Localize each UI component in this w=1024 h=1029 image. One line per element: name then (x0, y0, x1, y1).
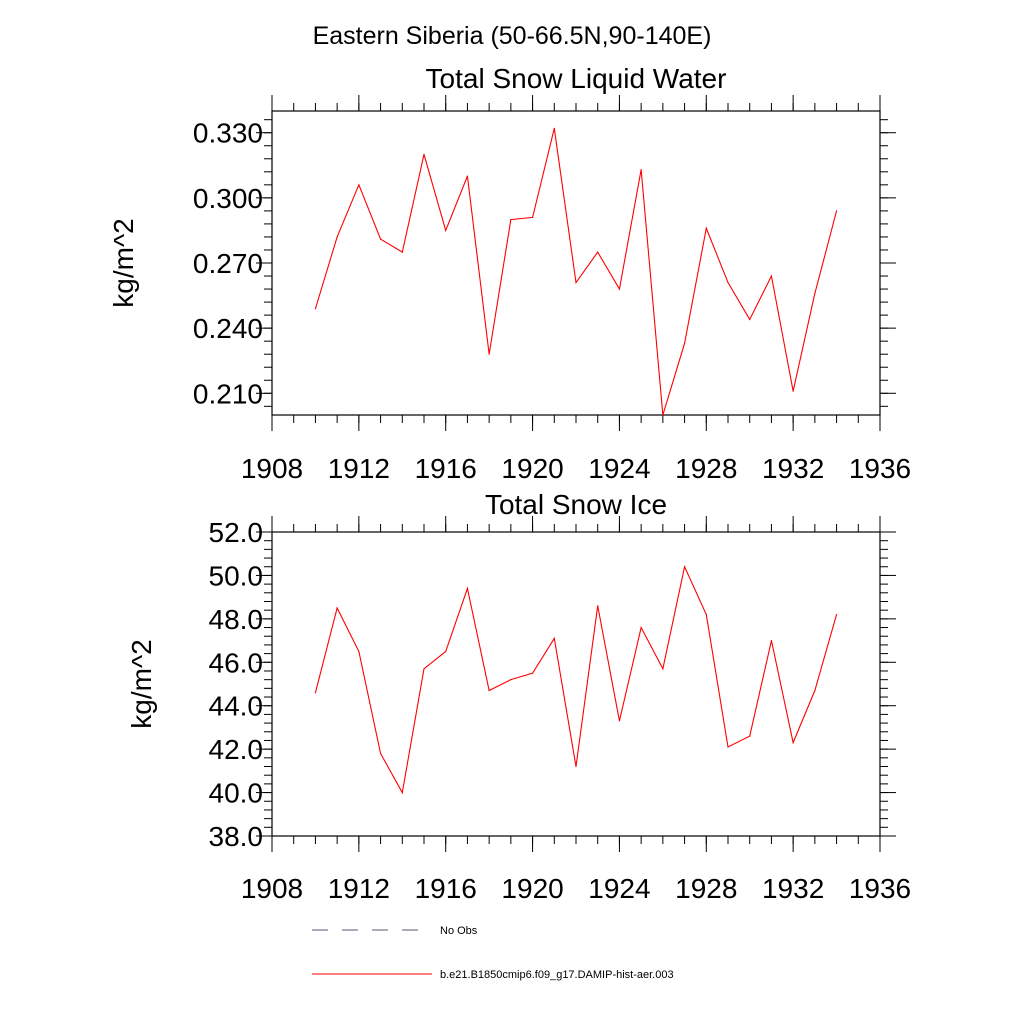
x-tick-label: 1932 (762, 873, 824, 904)
data-point (553, 127, 555, 129)
legend-label: b.e21.B1850cmip6.f09_g17.DAMIP-hist-aer.… (440, 969, 674, 981)
y-tick-label: 0.240 (193, 313, 263, 344)
chart-panel-2: Total Snow Ice 38.0 40.0 42.0 44.0 46.0 48.0 50… (126, 489, 911, 904)
chart-title: Total Snow Ice (485, 489, 667, 520)
y-tick-label: 0.210 (193, 378, 263, 409)
y-axis-label: kg/m^2 (126, 639, 157, 728)
data-point (445, 650, 447, 653)
chart-title: Total Snow Liquid Water (426, 63, 727, 94)
y-tick-label: 0.300 (193, 183, 263, 214)
data-point (835, 613, 838, 616)
data-point (358, 650, 360, 653)
x-tick-label: 1932 (762, 453, 824, 484)
data-point (553, 637, 555, 640)
y-tick-label: 46.0 (209, 647, 264, 678)
data-point (379, 238, 382, 240)
data-point (835, 210, 838, 212)
y-tick-label: 0.330 (193, 118, 263, 149)
y-axis-label: kg/m^2 (108, 218, 139, 307)
chart-panel-1: Total Snow Liquid Water 0.210 0.240 0.270 0.… (108, 63, 911, 484)
data-point (640, 626, 642, 629)
x-tick-label: 1936 (849, 453, 911, 484)
data-point (749, 735, 751, 737)
data-point (488, 353, 490, 355)
data-point (727, 281, 729, 284)
data-point (640, 169, 642, 171)
data-point (770, 275, 773, 277)
x-tick-label: 1928 (675, 873, 737, 904)
data-point (531, 672, 534, 674)
data-point (770, 639, 773, 642)
panels: Total Snow Liquid Water 0.210 0.240 0.270 0.… (108, 63, 911, 904)
data-point (618, 288, 621, 290)
data-point (792, 390, 794, 392)
data-point (466, 175, 469, 177)
y-tick-label: 0.270 (193, 248, 263, 279)
data-point (314, 692, 317, 694)
data-point (314, 308, 317, 310)
data-point (792, 742, 794, 744)
series-line (314, 128, 838, 416)
x-tick-label: 1924 (588, 873, 650, 904)
data-point (445, 229, 447, 232)
data-point (705, 227, 707, 229)
y-tick-label: 48.0 (209, 604, 264, 635)
legend: No Obs b.e21.B1850cmip6.f09_g17.DAMIP-his… (312, 925, 674, 981)
data-point (575, 281, 577, 284)
data-point (488, 689, 490, 692)
data-point (683, 342, 686, 344)
figure-title: Eastern Siberia (50-66.5N,90-140E) (313, 22, 712, 50)
data-point (423, 153, 425, 156)
data-point (510, 218, 512, 221)
x-tick-label: 1908 (241, 873, 303, 904)
legend-label: No Obs (440, 925, 478, 937)
data-point (466, 587, 469, 590)
data-point (401, 251, 403, 253)
y-tick-label: 44.0 (209, 691, 264, 722)
data-point (379, 752, 382, 755)
data-point (814, 292, 816, 294)
data-point (662, 668, 664, 670)
data-point (336, 236, 338, 238)
data-point (814, 689, 816, 692)
data-point (358, 184, 360, 186)
y-tick-label: 50.0 (209, 560, 264, 591)
y-tick-label: 42.0 (209, 734, 264, 765)
x-tick-label: 1920 (501, 453, 563, 484)
data-point (336, 607, 338, 609)
y-tick-label: 38.0 (209, 821, 264, 852)
x-tick-label: 1912 (328, 453, 390, 484)
x-tick-label: 1916 (415, 873, 477, 904)
data-point (597, 605, 599, 607)
data-point (749, 318, 751, 321)
data-point (618, 720, 621, 722)
x-tick-label: 1928 (675, 453, 737, 484)
data-point (423, 668, 425, 670)
x-tick-label: 1908 (241, 453, 303, 484)
data-point (575, 765, 577, 768)
x-tick-label: 1920 (501, 873, 563, 904)
data-point (401, 791, 403, 794)
series-1 (314, 127, 838, 416)
data-point (683, 566, 686, 568)
y-tick-label: 40.0 (209, 778, 264, 809)
x-tick-label: 1916 (415, 453, 477, 484)
y-tick-label: 52.0 (209, 517, 264, 548)
data-point (597, 251, 599, 253)
data-point (510, 679, 512, 681)
series-line (314, 564, 838, 795)
x-tick-label: 1924 (588, 453, 650, 484)
data-point (531, 216, 534, 218)
plot-frame (271, 531, 881, 837)
x-tick-label: 1936 (849, 873, 911, 904)
data-point (662, 414, 664, 416)
x-tick-label: 1912 (328, 873, 390, 904)
data-point (727, 746, 729, 748)
series-1 (314, 564, 838, 795)
data-point (705, 613, 707, 616)
